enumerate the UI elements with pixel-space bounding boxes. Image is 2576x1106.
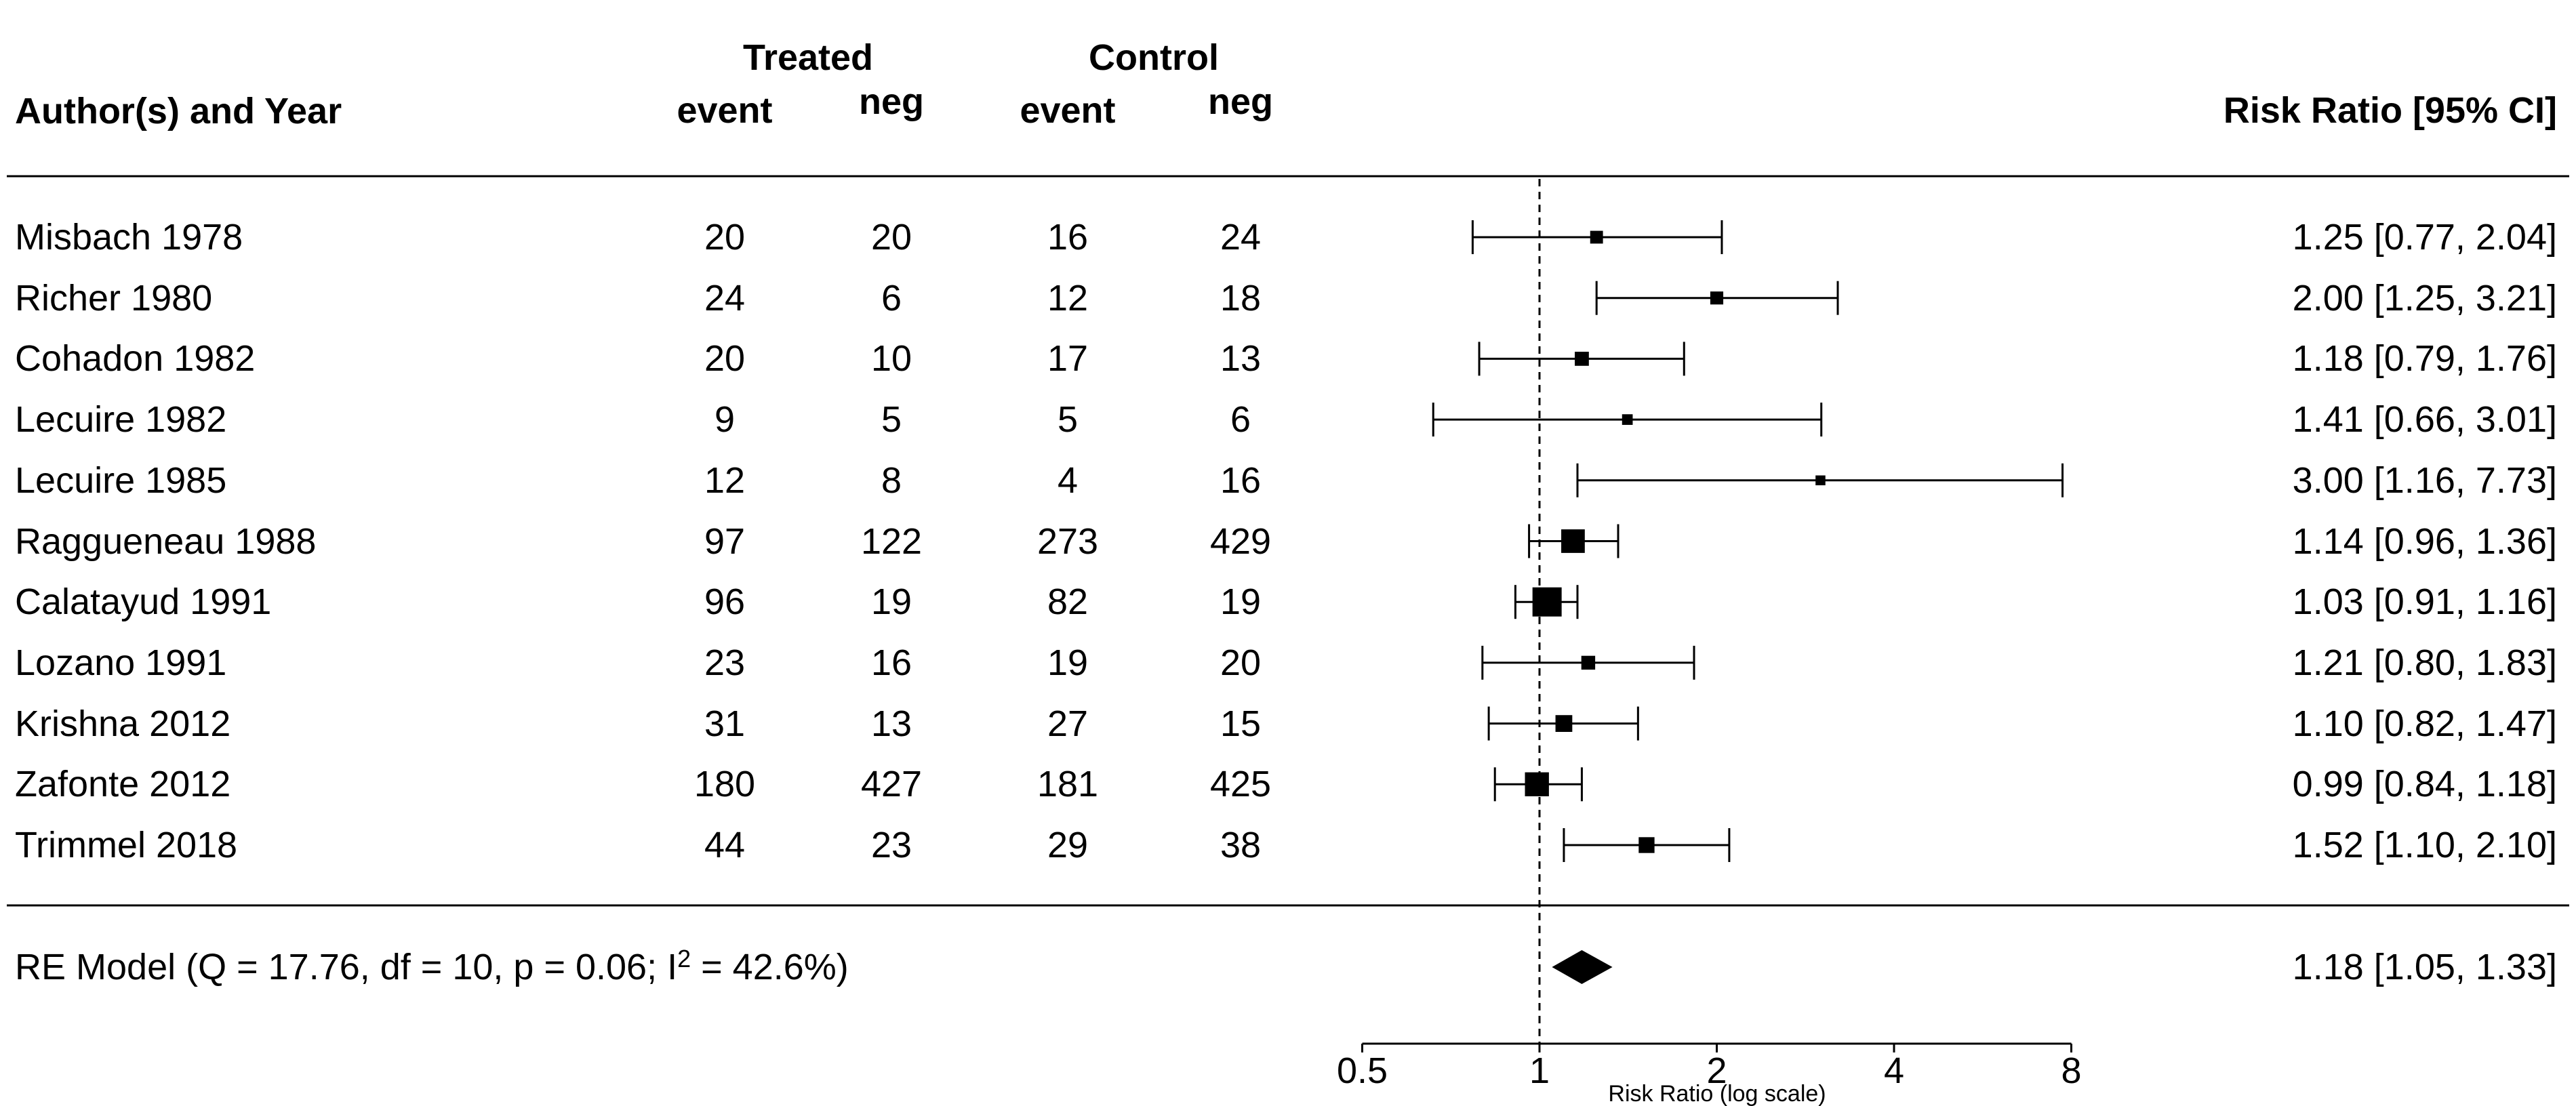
treated-event-header: event (677, 90, 773, 131)
risk-ratio-ci-value: 1.21 [0.80, 1.83] (2292, 642, 2557, 683)
study-name: Lecuire 1982 (15, 399, 227, 441)
effect-square (1815, 475, 1826, 486)
re-model-label-suffix: = 42.6%) (691, 947, 849, 987)
study-name: Lozano 1991 (15, 642, 227, 683)
effect-square (1561, 529, 1585, 553)
risk-ratio-ci-value: 1.18 [0.79, 1.76] (2292, 338, 2557, 380)
control-neg-value: 38 (1220, 825, 1262, 865)
control-event-value: 17 (1047, 338, 1089, 380)
x-axis-tick-label: 4 (1883, 1050, 1905, 1091)
effect-square (1590, 230, 1603, 244)
treated-event-value: 23 (704, 642, 746, 683)
risk-ratio-ci-value: 1.52 [1.10, 2.10] (2292, 825, 2557, 865)
treated-neg-value: 5 (881, 399, 902, 441)
study-name: Misbach 1978 (15, 217, 243, 258)
risk-ratio-ci-value: 1.10 [0.82, 1.47] (2292, 703, 2557, 744)
summary-diamond (1552, 950, 1613, 984)
control-group-header: Control (1089, 37, 1219, 78)
x-axis-tick-label: 8 (2061, 1050, 2082, 1091)
study-name: Calatayud 1991 (15, 581, 272, 623)
treated-neg-value: 20 (870, 217, 912, 258)
effect-square (1638, 837, 1655, 853)
study-name: Krishna 2012 (15, 703, 231, 744)
effect-square (1525, 772, 1549, 796)
control-event-value: 16 (1047, 217, 1089, 258)
treated-event-value: 20 (704, 338, 746, 380)
effect-square (1710, 291, 1724, 305)
control-neg-value: 16 (1220, 459, 1262, 501)
author-column-header: Author(s) and Year (15, 91, 342, 131)
risk-ratio-ci-value: 1.41 [0.66, 3.01] (2292, 399, 2557, 441)
treated-neg-value: 8 (881, 459, 902, 501)
risk-ratio-column-header: Risk Ratio [95% CI] (2223, 90, 2557, 131)
effect-square (1555, 715, 1573, 732)
risk-ratio-ci-value: 0.99 [0.84, 1.18] (2292, 764, 2557, 805)
treated-event-value: 20 (704, 217, 746, 258)
x-axis-title: Risk Ratio (log scale) (1608, 1081, 1826, 1106)
control-neg-value: 429 (1209, 520, 1272, 562)
treated-event-value: 180 (693, 764, 756, 805)
risk-ratio-ci-value: 1.14 [0.96, 1.36] (2292, 520, 2557, 562)
treated-event-value: 96 (704, 581, 746, 623)
treated-event-value: 97 (704, 520, 746, 562)
effect-square (1575, 352, 1589, 366)
control-neg-value: 425 (1209, 764, 1272, 805)
control-neg-value: 20 (1220, 642, 1262, 683)
treated-neg-value: 23 (870, 825, 912, 865)
control-neg-value: 24 (1220, 217, 1262, 258)
control-event-value: 5 (1057, 399, 1079, 441)
study-name: Cohadon 1982 (15, 338, 256, 380)
treated-event-value: 31 (704, 703, 746, 744)
effect-square (1622, 414, 1633, 425)
control-event-value: 181 (1037, 764, 1099, 805)
effect-square (1581, 655, 1596, 670)
re-model-label-superscript: 2 (677, 945, 691, 972)
study-name: Zafonte 2012 (15, 764, 231, 805)
risk-ratio-ci-value: 2.00 [1.25, 3.21] (2292, 277, 2557, 319)
treated-event-value: 44 (704, 825, 746, 865)
risk-ratio-ci-value: 3.00 [1.16, 7.73] (2292, 459, 2557, 501)
treated-neg-value: 122 (860, 520, 923, 562)
treated-group-header: Treated (742, 37, 874, 78)
x-axis-tick-label: 1 (1529, 1050, 1550, 1091)
treated-neg-value: 427 (860, 764, 923, 805)
study-name: Lecuire 1985 (15, 459, 227, 501)
treated-event-value: 12 (704, 459, 746, 501)
control-neg-value: 13 (1220, 338, 1262, 380)
control-event-value: 19 (1047, 642, 1089, 683)
control-neg-value: 6 (1230, 399, 1251, 441)
effect-square (1532, 587, 1562, 617)
control-neg-value: 15 (1220, 703, 1262, 744)
control-event-value: 27 (1047, 703, 1089, 744)
risk-ratio-ci-value: 1.03 [0.91, 1.16] (2292, 581, 2557, 623)
re-model-label-prefix: RE Model (Q = 17.76, df = 10, p = 0.06; … (15, 947, 678, 987)
control-event-header: event (1020, 90, 1116, 131)
control-neg-value: 18 (1220, 277, 1262, 319)
x-axis-tick-label: 2 (1706, 1050, 1727, 1091)
treated-neg-header: neg (858, 81, 925, 122)
control-event-value: 12 (1047, 277, 1089, 319)
control-event-value: 273 (1037, 520, 1099, 562)
treated-neg-value: 13 (870, 703, 912, 744)
treated-neg-value: 19 (870, 581, 912, 623)
control-event-value: 29 (1047, 825, 1089, 865)
treated-neg-value: 16 (870, 642, 912, 683)
study-name: Raggueneau 1988 (15, 520, 317, 562)
x-axis-tick-label: 0.5 (1336, 1050, 1388, 1091)
treated-neg-value: 6 (881, 277, 902, 319)
study-name: Trimmel 2018 (15, 825, 238, 865)
study-name: Richer 1980 (15, 277, 213, 319)
treated-event-value: 9 (714, 399, 736, 441)
treated-event-value: 24 (704, 277, 746, 319)
risk-ratio-ci-value: 1.25 [0.77, 2.04] (2292, 217, 2557, 258)
control-neg-value: 19 (1220, 581, 1262, 623)
summary-risk-ratio-ci-value: 1.18 [1.05, 1.33] (2292, 947, 2557, 987)
control-event-value: 4 (1057, 459, 1079, 501)
treated-neg-value: 10 (870, 338, 912, 380)
control-neg-header: neg (1207, 81, 1274, 122)
control-event-value: 82 (1047, 581, 1089, 623)
re-model-label: RE Model (Q = 17.76, df = 10, p = 0.06; … (15, 947, 849, 987)
